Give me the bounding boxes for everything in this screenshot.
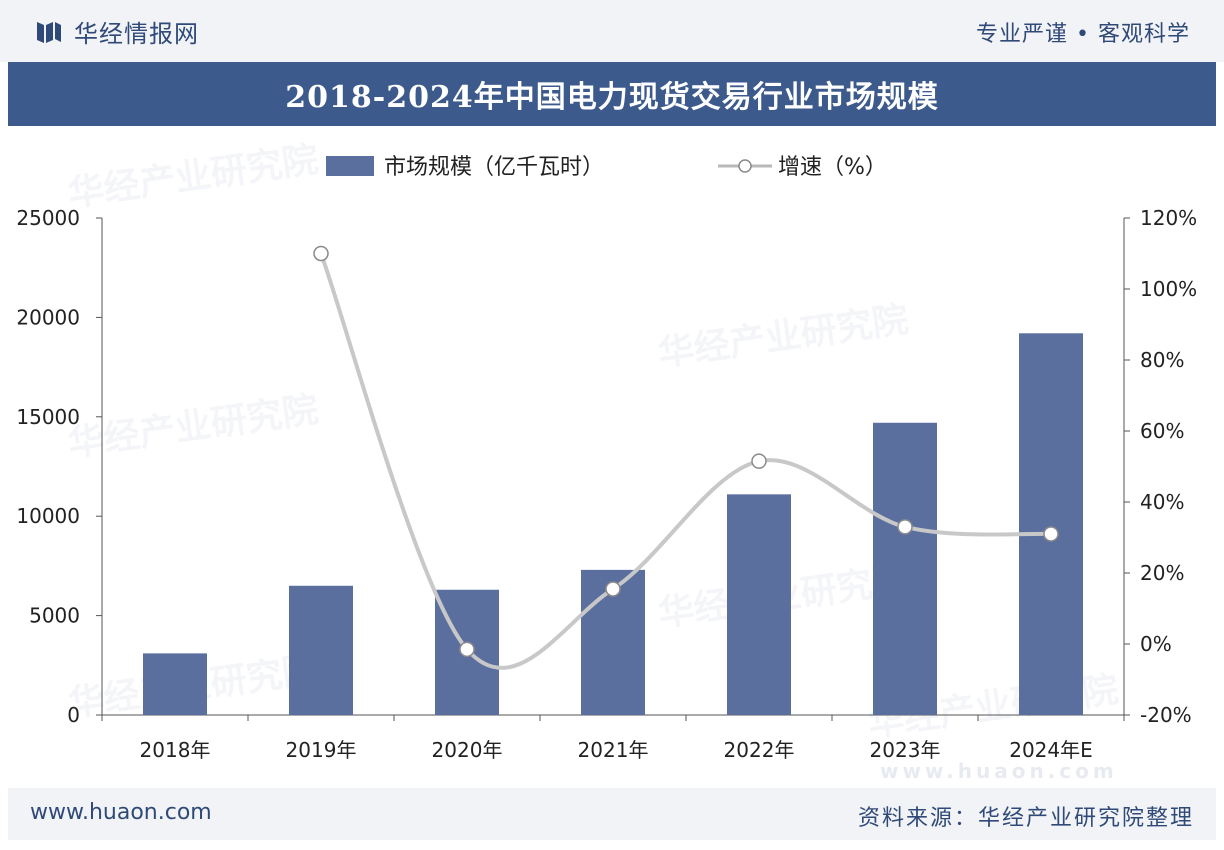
y-right-tick-label: 0% — [1140, 632, 1172, 656]
legend-bar-label: 市场规模（亿千瓦时） — [384, 155, 604, 180]
x-tick-label: 2020年 — [432, 738, 503, 762]
combo-chart: 华经产业研究院华经产业研究院华经产业研究院华经产业研究院华经产业研究院华经产业研… — [16, 139, 1197, 783]
header-bar: 华经情报网 专业严谨 • 客观科学 — [0, 0, 1224, 62]
y-right-tick-label: 40% — [1140, 490, 1184, 514]
y-right-tick-label: 20% — [1140, 561, 1184, 585]
x-tick-label: 2018年 — [140, 738, 211, 762]
bar — [143, 653, 207, 715]
bar — [289, 585, 353, 715]
bar — [727, 494, 791, 715]
y-left-tick-label: 10000 — [16, 504, 80, 528]
x-tick-label: 2021年 — [578, 738, 649, 762]
footer-website[interactable]: www.huaon.com — [30, 800, 212, 825]
watermark-text: 华经产业研究院 — [656, 299, 911, 375]
y-left-tick-label: 15000 — [16, 405, 80, 429]
x-tick-label: 2024年E — [1009, 738, 1093, 762]
title-bar: 2018-2024年中国电力现货交易行业市场规模 — [8, 62, 1216, 126]
growth-point — [751, 453, 767, 469]
footer-source: 资料来源：华经产业研究院整理 — [857, 806, 1194, 831]
y-right-tick-label: 100% — [1140, 277, 1197, 301]
footer-bar: www.huaon.com 资料来源：华经产业研究院整理 — [8, 788, 1216, 840]
brand-name: 华经情报网 — [74, 20, 199, 48]
legend-bar-swatch — [326, 156, 374, 176]
brand[interactable]: 华经情报网 — [36, 14, 199, 49]
y-right-tick-label: 60% — [1140, 419, 1184, 443]
brand-logo-icon — [37, 21, 61, 43]
growth-point — [1043, 526, 1059, 542]
legend: 市场规模（亿千瓦时） 增速（%） — [326, 155, 887, 180]
watermark-text: 华经产业研究院 — [66, 139, 321, 215]
y-right-tick-label: -20% — [1140, 703, 1192, 727]
line-series — [313, 245, 1059, 670]
y-right-tick-label: 120% — [1140, 206, 1197, 230]
watermark-text: 华经产业研究院 — [66, 389, 321, 465]
legend-line-marker — [738, 159, 752, 173]
x-tick-label: 2023年 — [870, 738, 941, 762]
bar-series — [143, 333, 1083, 715]
y-left-tick-label: 0 — [67, 703, 80, 727]
y-left-tick-label: 20000 — [16, 305, 80, 329]
growth-point — [313, 245, 329, 262]
y-right-tick-label: 80% — [1140, 348, 1184, 372]
growth-point — [459, 641, 475, 658]
chart-title: 2018-2024年中国电力现货交易行业市场规模 — [285, 80, 939, 115]
y-left-tick-label: 25000 — [16, 206, 80, 230]
bar — [873, 422, 937, 715]
slogan: 专业严谨 • 客观科学 — [976, 22, 1190, 47]
x-tick-label: 2019年 — [286, 738, 357, 762]
legend-line-label: 增速（%） — [778, 155, 887, 180]
y-left-tick-label: 5000 — [29, 604, 80, 628]
bar — [1019, 333, 1083, 715]
x-tick-label: 2022年 — [724, 738, 795, 762]
watermark-url: www.huaon.com — [880, 759, 1118, 783]
growth-point — [897, 519, 913, 535]
growth-point — [605, 581, 621, 597]
